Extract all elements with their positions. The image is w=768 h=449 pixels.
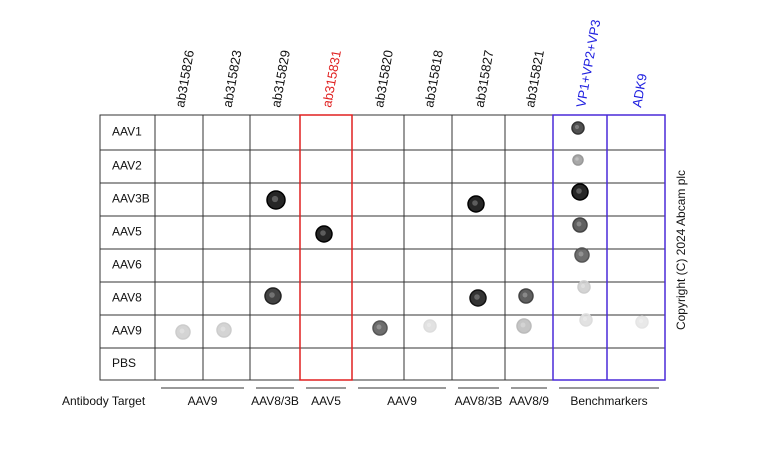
- blot-dot-center: [426, 322, 432, 328]
- row-label: AAV5: [112, 225, 142, 239]
- blot-dot: [469, 289, 487, 307]
- blot-dot: [574, 247, 590, 263]
- group-label: AAV8/3B: [455, 394, 503, 408]
- blot-dot-center: [220, 326, 226, 332]
- column-header: ab315823: [220, 49, 245, 109]
- blot-dot-center: [376, 324, 382, 330]
- blot-dot-center: [574, 124, 580, 130]
- blot-dot-center: [582, 316, 588, 322]
- blot-dot-center: [472, 200, 478, 206]
- blot-dot-center: [576, 221, 582, 227]
- row-label: AAV8: [112, 291, 142, 305]
- group-label: AAV8/3B: [251, 394, 299, 408]
- group-label: AAV9: [387, 394, 417, 408]
- row-label: AAV2: [112, 159, 142, 173]
- group-label: AAV9: [188, 394, 218, 408]
- group-label: AAV5: [311, 394, 341, 408]
- blot-dot: [216, 322, 232, 338]
- row-label: AAV1: [112, 125, 142, 139]
- row-label: AAV3B: [112, 192, 150, 206]
- blot-dot: [572, 217, 588, 233]
- blot-dot: [175, 324, 191, 340]
- blot-dot: [372, 320, 388, 336]
- blot-dot: [423, 319, 437, 333]
- blot-dot-center: [320, 230, 326, 236]
- blot-dot-center: [269, 292, 275, 298]
- column-header: ab315818: [421, 49, 446, 109]
- blot-dot-center: [638, 318, 644, 324]
- column-header: ab315827: [472, 49, 497, 109]
- blot-dot-center: [474, 294, 480, 300]
- blot-dot-center: [575, 157, 579, 161]
- blot-dot-center: [271, 195, 279, 203]
- group-label: Benchmarkers: [570, 394, 647, 408]
- row-label: PBS: [112, 356, 136, 370]
- blot-dot: [571, 121, 585, 135]
- blot-dot: [572, 154, 584, 166]
- blot-dot-center: [179, 328, 185, 334]
- row-label: AAV6: [112, 258, 142, 272]
- blot-dot: [518, 288, 534, 304]
- blot-dot: [264, 287, 282, 305]
- group-label: AAV8/9: [509, 394, 549, 408]
- blot-dot: [315, 225, 333, 243]
- copyright: Copyright (C) 2024 Abcam plc: [674, 170, 688, 330]
- column-header: ADK9: [629, 72, 650, 108]
- blot-dot-center: [520, 322, 526, 328]
- blot-dot: [516, 318, 532, 334]
- column-header: ab315826: [172, 49, 197, 109]
- column-header: ab315829: [268, 49, 293, 109]
- blot-dot-center: [578, 251, 584, 257]
- blot-dot: [571, 183, 589, 201]
- axis-label: Antibody Target: [62, 394, 146, 408]
- blot-dot: [635, 315, 649, 329]
- blot-dot: [467, 195, 485, 213]
- blot-dot-center: [522, 292, 528, 298]
- column-header: ab315821: [522, 49, 547, 109]
- row-label: AAV9: [112, 324, 142, 338]
- column-header: VP1+VP2+VP3: [573, 18, 603, 108]
- blot-dot: [579, 313, 593, 327]
- blot-dot: [577, 280, 591, 294]
- column-header: ab315831: [319, 49, 344, 109]
- highlight-blue: [552, 114, 666, 381]
- column-header: ab315820: [371, 49, 396, 109]
- highlight-red: [299, 114, 353, 381]
- blot-dot-center: [576, 188, 582, 194]
- blot-dot-center: [580, 283, 586, 289]
- blot-dot: [266, 190, 286, 210]
